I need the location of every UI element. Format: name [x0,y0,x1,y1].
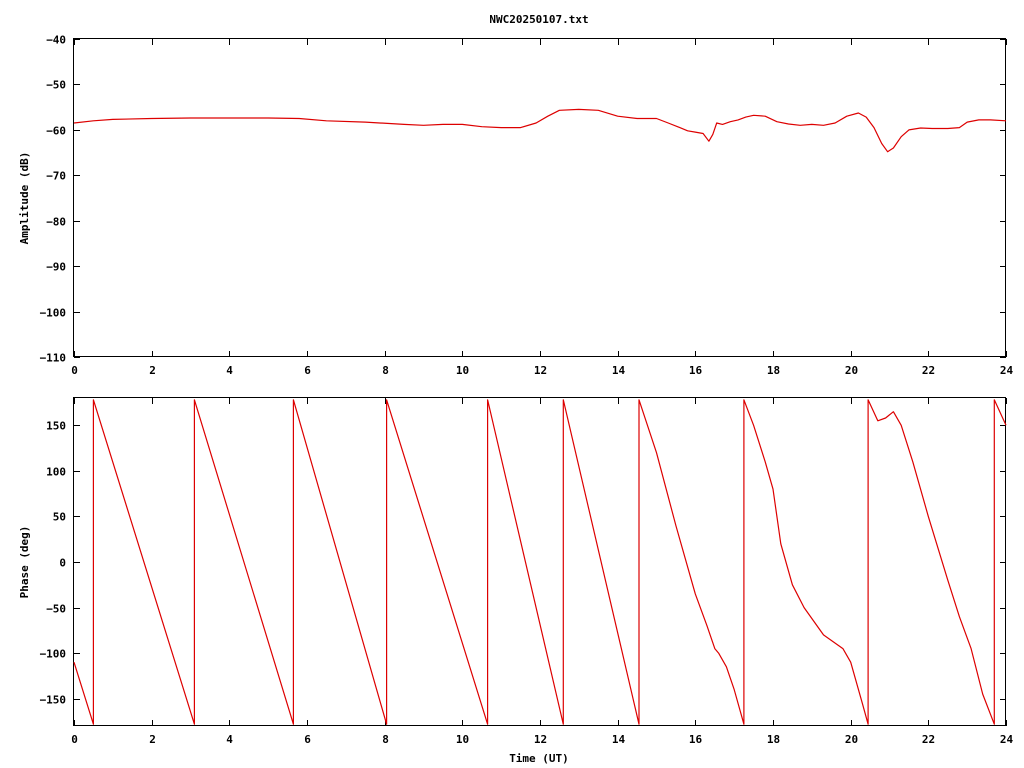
amplitude-x-tick-label: 10 [456,364,469,377]
phase-y-tick-label: 150 [46,420,66,433]
amplitude-x-tick-label: 6 [304,364,311,377]
amplitude-y-tick-label: −100 [40,307,67,320]
phase-series-line-0 [73,399,1007,725]
amplitude-y-axis-label: Amplitude (dB) [18,152,31,245]
amplitude-x-tick-label: 24 [1000,364,1014,377]
phase-series [73,399,1007,725]
chart-title: NWC20250107.txt [489,13,588,26]
phase-plot-frame [73,397,1006,726]
phase-y-tick-label: −50 [46,603,66,616]
phase-x-tick-label: 6 [304,733,311,746]
amplitude-x-tick-label: 2 [149,364,156,377]
phase-x-tick-label: 14 [612,733,626,746]
phase-x-tick-label: 20 [845,733,858,746]
amplitude-y-tick-label: −80 [46,216,66,229]
amplitude-y-tick-label: −50 [46,79,66,92]
amplitude-x-tick-label: 8 [382,364,389,377]
amplitude-x-tick-label: 22 [922,364,935,377]
amplitude-y-tick-label: −90 [46,261,66,274]
amplitude-x-tick-label: 12 [534,364,547,377]
phase-y-tick-label: −100 [40,648,67,661]
amplitude-axis-ticks: 0 2 4 6 8 10 12 14 16 18 20 22 24−110−100−90−80−70−6… [40,34,1014,378]
phase-x-tick-label: 2 [149,733,156,746]
phase-x-tick-label: 4 [226,733,233,746]
amplitude-plot-frame [73,38,1006,357]
phase-x-tick-label: 8 [382,733,389,746]
phase-panel: 0 2 4 6 8 10 12 14 16 18 20 22 24−150−100−5005010015… [18,397,1014,765]
phase-x-tick-label: 24 [1000,733,1014,746]
phase-y-axis-label: Phase (deg) [18,526,31,599]
phase-x-tick-label: 10 [456,733,469,746]
phase-y-tick-label: 0 [59,557,66,570]
phase-x-tick-label: 16 [689,733,703,746]
amplitude-x-tick-label: 20 [845,364,858,377]
phase-x-tick-label: 0 [71,733,78,746]
amplitude-x-tick-label: 18 [767,364,780,377]
amplitude-y-tick-label: −110 [40,352,67,365]
x-axis-label: Time (UT) [509,752,569,765]
phase-y-tick-label: 50 [53,511,66,524]
phase-x-tick-label: 12 [534,733,547,746]
amplitude-panel: 0 2 4 6 8 10 12 14 16 18 20 22 24−110−100−90−80−70−6… [18,34,1013,378]
amplitude-x-tick-label: 16 [689,364,703,377]
amplitude-series [73,108,1007,153]
phase-y-tick-label: 100 [46,466,66,479]
phase-x-tick-label: 22 [922,733,935,746]
amplitude-y-tick-label: −70 [46,170,66,183]
amplitude-y-tick-label: −40 [46,34,66,47]
phase-axis-ticks: 0 2 4 6 8 10 12 14 16 18 20 22 24−150−100−5005010015… [40,398,1014,746]
phase-x-tick-label: 18 [767,733,780,746]
amplitude-x-tick-label: 14 [612,364,626,377]
amplitude-x-tick-label: 4 [226,364,233,377]
phase-y-tick-label: −150 [40,694,67,707]
amplitude-series-line-0 [73,108,1007,153]
amplitude-x-tick-label: 0 [71,364,78,377]
amplitude-y-tick-label: −60 [46,125,66,138]
